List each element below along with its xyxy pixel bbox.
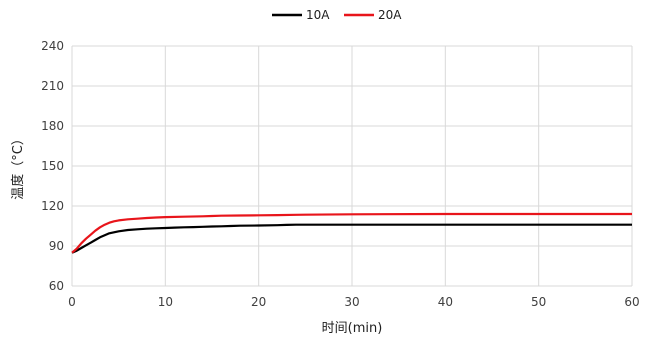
- grid: [71, 45, 633, 287]
- y-tick-label: 90: [49, 239, 64, 253]
- y-tick-label: 210: [41, 79, 64, 93]
- y-tick-labels: 60 90 120 150 180 210 240: [41, 39, 64, 293]
- y-tick-label: 180: [41, 119, 64, 133]
- series-lines: [71, 212, 632, 254]
- y-tick-label: 120: [41, 199, 64, 213]
- legend-label-20a: 20A: [378, 8, 402, 22]
- x-tick-label: 60: [624, 295, 639, 309]
- x-tick-label: 40: [438, 295, 453, 309]
- x-tick-labels: 0 10 20 30 40 50 60: [68, 295, 639, 309]
- x-tick-label: 50: [531, 295, 546, 309]
- x-tick-label: 30: [344, 295, 359, 309]
- y-tick-label: 60: [49, 279, 64, 293]
- legend: 10A 20A: [272, 8, 402, 22]
- legend-label-10a: 10A: [306, 8, 330, 22]
- y-tick-label: 240: [41, 39, 64, 53]
- y-axis-title: 温度（°C）: [10, 132, 26, 200]
- series-line-10a: [71, 223, 632, 254]
- x-axis-title: 时间(min): [322, 321, 383, 336]
- x-tick-label: 10: [158, 295, 173, 309]
- x-tick-label: 20: [251, 295, 266, 309]
- series-line-20a: [71, 212, 632, 254]
- y-tick-label: 150: [41, 159, 64, 173]
- x-tick-label: 0: [68, 295, 76, 309]
